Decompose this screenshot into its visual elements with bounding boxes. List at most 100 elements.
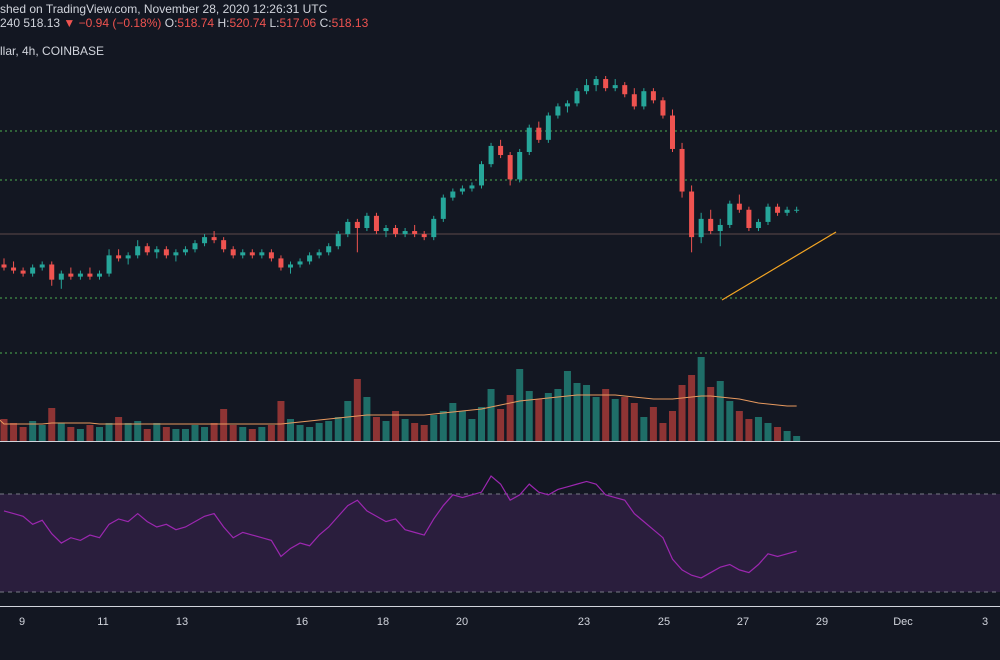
candle-body <box>564 103 570 107</box>
volume-bar <box>688 375 696 441</box>
candle-body <box>335 234 341 247</box>
volume-bar <box>583 385 591 441</box>
candle-body <box>421 234 427 238</box>
volume-bar <box>172 429 180 441</box>
candle-body <box>364 215 370 228</box>
candle-body <box>345 221 351 235</box>
candle-body <box>144 246 150 253</box>
close-value: 518.13 <box>331 16 369 30</box>
volume-bar <box>115 417 123 441</box>
volume-pane-separator[interactable] <box>0 441 1000 442</box>
candle-body <box>584 85 590 92</box>
volume-bar <box>420 425 428 441</box>
candle-body <box>631 94 637 107</box>
open-label: O: <box>164 16 178 30</box>
volume-bar <box>659 423 667 441</box>
volume-bar <box>754 417 762 441</box>
volume-bar <box>793 436 801 441</box>
candle-body <box>77 273 83 277</box>
candle-body <box>259 252 265 256</box>
volume-bar <box>57 423 65 441</box>
volume-bar <box>678 385 686 441</box>
volume-bar <box>76 429 84 441</box>
candle-body <box>68 273 74 277</box>
volume-bar <box>287 419 294 441</box>
candle-body <box>717 224 723 232</box>
volume-bar <box>525 391 533 441</box>
x-tick-label: 18 <box>377 616 389 628</box>
volume-bar <box>105 423 113 441</box>
candle-body <box>383 228 389 232</box>
volume-bar <box>344 401 352 441</box>
volume-bar <box>516 369 524 441</box>
candle-body <box>154 249 160 253</box>
candle-body <box>412 231 418 235</box>
price-change: −0.94 (−0.18%) <box>78 16 162 30</box>
volume-bar <box>669 411 676 441</box>
candle-body <box>650 91 656 101</box>
candle-body <box>39 264 45 268</box>
volume-bar <box>315 423 323 441</box>
close-label: C: <box>319 16 332 30</box>
rsi-line <box>3 475 797 579</box>
candle-body <box>469 185 475 189</box>
candle-body <box>612 85 618 89</box>
candle-body <box>97 273 102 277</box>
candle-body <box>230 249 236 256</box>
volume-bar <box>621 397 629 441</box>
candle-body <box>746 209 752 228</box>
candle-body <box>106 255 112 274</box>
volume-bar <box>649 407 657 441</box>
candle-body <box>288 264 293 268</box>
interval-code: 240 <box>0 16 21 30</box>
candle-body <box>784 209 790 213</box>
candle-body <box>116 255 122 259</box>
volume-bar <box>258 427 266 441</box>
candle-body <box>49 264 55 280</box>
volume-bar <box>774 427 782 441</box>
candle-body <box>498 145 504 156</box>
volume-bar <box>726 401 734 441</box>
candle-body <box>765 206 771 222</box>
candle-body <box>536 127 542 140</box>
rsi-band <box>0 494 1000 592</box>
volume-bar <box>716 381 724 441</box>
candle-body <box>402 231 408 235</box>
volume-bar <box>353 379 361 441</box>
volume-bar <box>220 409 228 441</box>
candle-body <box>440 197 446 219</box>
x-tick-label: 16 <box>296 616 308 628</box>
volume-bar <box>38 425 46 441</box>
candle-body <box>393 228 399 235</box>
volume-bar <box>430 415 438 441</box>
candle-body <box>488 145 494 165</box>
symbol-line: llar, 4h, COINBASE <box>0 44 105 58</box>
volume-bar <box>67 427 75 441</box>
volume-bar <box>334 417 342 441</box>
volume-bar <box>248 429 256 441</box>
candle-body <box>202 237 208 244</box>
candle-body <box>670 115 675 149</box>
volume-bar <box>611 399 619 441</box>
volume-bar <box>48 408 56 441</box>
candle-body <box>307 255 313 262</box>
rsi-pane-separator[interactable] <box>0 606 1000 607</box>
volume-bar <box>764 423 772 441</box>
candle-body <box>173 252 179 256</box>
x-tick-label: 9 <box>19 616 25 628</box>
candle-body <box>775 206 781 213</box>
candle-body <box>794 209 800 211</box>
candle-body <box>555 106 561 116</box>
candle-body <box>278 258 284 268</box>
volume-bar <box>134 421 142 441</box>
volume-bar <box>19 427 27 441</box>
volume-bar <box>124 423 132 441</box>
candle-body <box>526 127 532 152</box>
candle-body <box>641 91 647 107</box>
x-tick-label: 23 <box>578 616 590 628</box>
published-note: shed on TradingView.com, November 28, 20… <box>0 2 328 16</box>
candle-body <box>479 164 484 186</box>
volume-bar <box>296 425 304 441</box>
candle-body <box>163 249 169 256</box>
